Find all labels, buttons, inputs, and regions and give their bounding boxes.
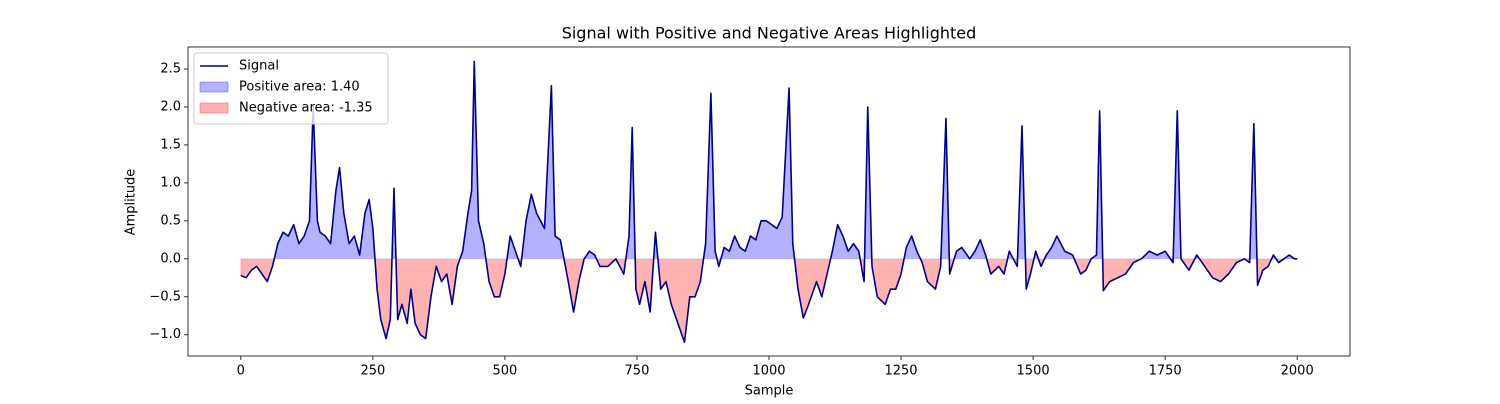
legend-patch bbox=[199, 102, 229, 114]
y-tick-label: −1.0 bbox=[149, 327, 181, 342]
x-tick-label: 0 bbox=[237, 364, 245, 379]
legend-patch bbox=[199, 81, 229, 93]
area-fill bbox=[240, 258, 1298, 343]
legend-label: Positive area: 1.40 bbox=[239, 80, 360, 95]
x-tick-label: 1000 bbox=[752, 364, 785, 379]
y-tick-label: −0.5 bbox=[149, 289, 181, 304]
x-tick-label: 1250 bbox=[884, 364, 917, 379]
y-tick-label: 0.0 bbox=[160, 251, 181, 266]
y-tick-label: 1.5 bbox=[160, 137, 181, 152]
x-tick-label: 500 bbox=[492, 364, 517, 379]
y-axis-label: Amplitude bbox=[124, 169, 139, 236]
legend-label: Signal bbox=[239, 59, 279, 74]
y-tick-label: 2.0 bbox=[160, 99, 181, 114]
x-tick-label: 250 bbox=[360, 364, 385, 379]
y-tick-label: 1.0 bbox=[160, 175, 181, 190]
x-tick-label: 1750 bbox=[1149, 364, 1182, 379]
x-axis-label: Sample bbox=[745, 384, 794, 399]
y-tick-label: 0.5 bbox=[160, 213, 181, 228]
y-tick-label: 2.5 bbox=[160, 62, 181, 77]
x-tick-label: 2000 bbox=[1281, 364, 1314, 379]
signal-line bbox=[240, 60, 1298, 344]
chart-title: Signal with Positive and Negative Areas … bbox=[562, 24, 977, 43]
x-tick-label: 750 bbox=[625, 364, 650, 379]
legend-box bbox=[193, 52, 389, 125]
legend-label: Negative area: -1.35 bbox=[239, 101, 373, 116]
x-tick-label: 1500 bbox=[1017, 364, 1050, 379]
